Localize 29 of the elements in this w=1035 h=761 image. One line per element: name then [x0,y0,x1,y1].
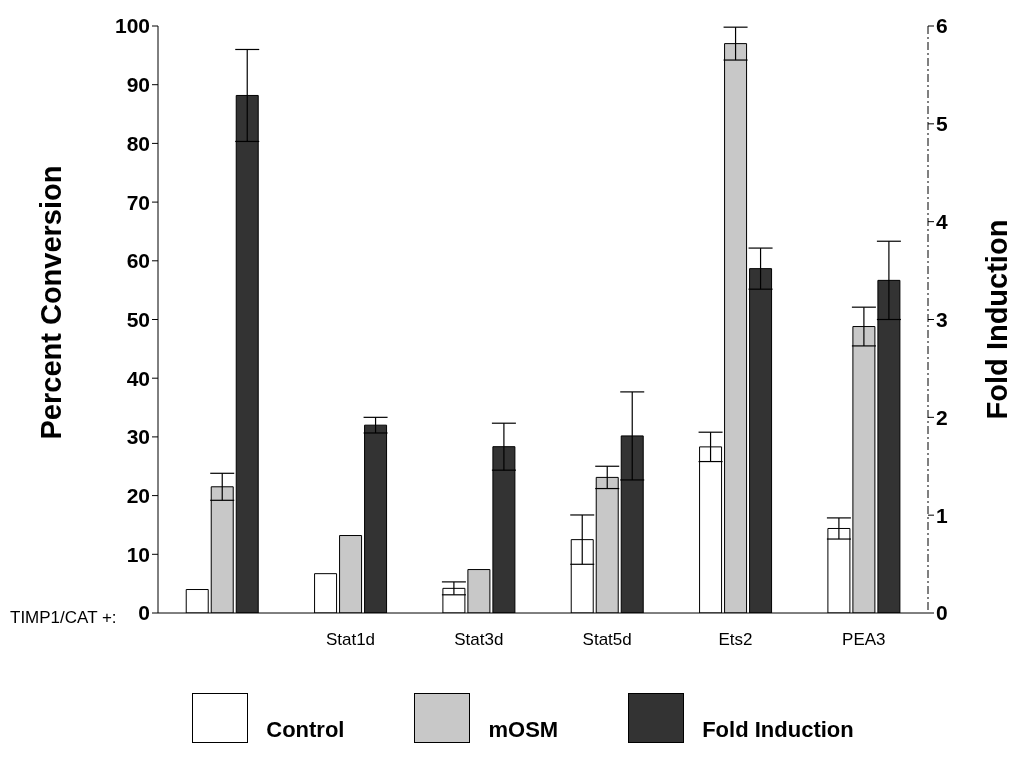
y-tick-label: 40 [126,366,150,390]
y2-tick-label: 0 [936,601,948,625]
y-tick-label: 70 [126,190,150,214]
x-tick-label: PEA3 [842,630,886,650]
x-tick-label: Ets2 [718,630,753,650]
y2-tick-label: 3 [936,307,948,331]
y2-tick-label: 6 [936,14,948,38]
y-axis-title: Percent Conversion [35,165,68,440]
y-tick-label: 0 [138,601,150,625]
y2-axis-title: Fold Induction [981,219,1014,420]
y-tick-label: 30 [126,425,150,449]
y2-tick-label: 2 [936,405,948,429]
y-tick-label: 60 [126,249,150,273]
y-tick-label: 90 [126,73,150,97]
y2-tick-label: 5 [936,112,948,136]
y-tick-label: 80 [126,131,150,155]
y2-tick-label: 4 [936,210,948,234]
y2-tick-label: 1 [936,503,948,527]
x-tick-label: Stat1d [325,630,376,650]
legend-label: mOSM [488,717,559,743]
y-tick-label: 50 [126,307,150,331]
x-tick-label: Stat5d [582,630,632,650]
legend-label: Control [266,717,345,743]
y-tick-label: 20 [126,484,150,508]
x-axis-title: TIMP1/CAT +: [10,608,117,628]
legend-label: Fold Induction [702,717,854,743]
y-tick-label: 100 [114,14,150,38]
y-tick-label: 10 [126,542,150,566]
x-tick-label: Stat3d [454,630,504,650]
